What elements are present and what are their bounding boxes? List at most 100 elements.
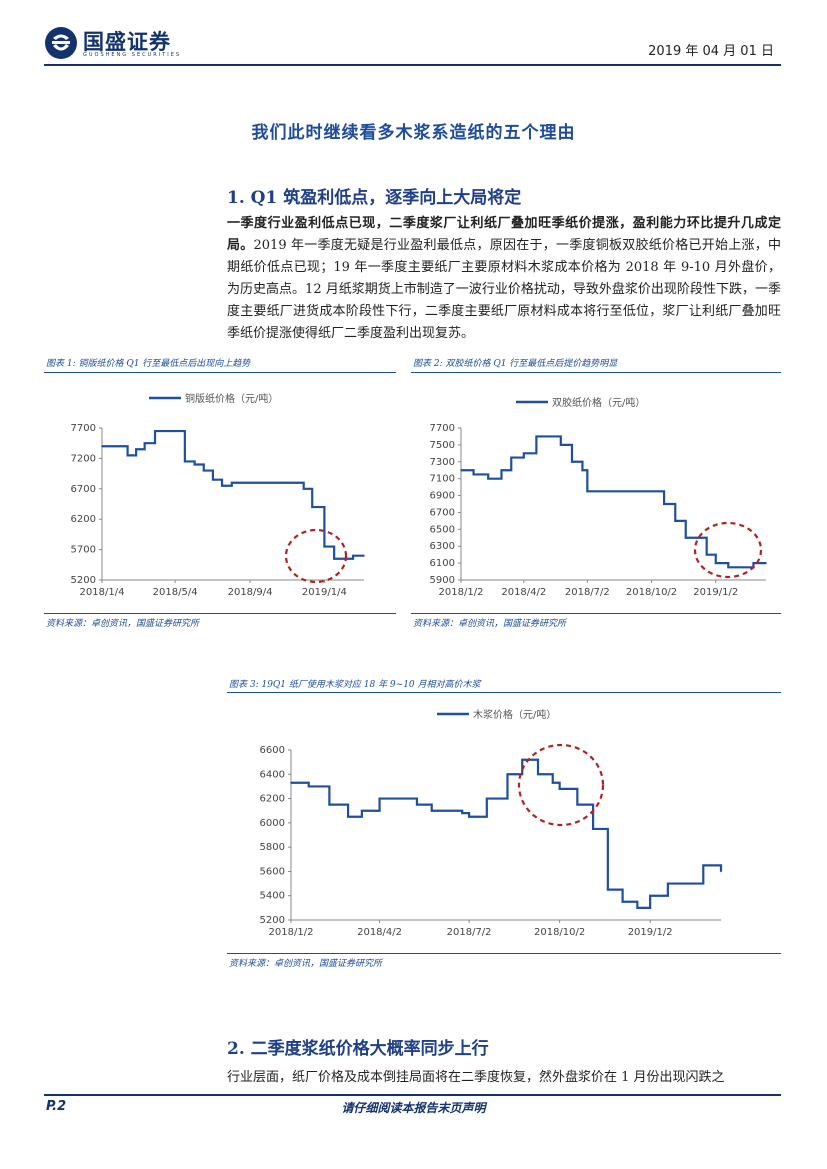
figure-3-bottom-rule xyxy=(227,953,781,954)
data-point xyxy=(687,882,690,885)
data-point xyxy=(645,490,648,493)
data-point xyxy=(193,463,196,466)
data-point xyxy=(586,490,589,493)
data-point xyxy=(347,815,349,818)
figure-2-caption: 图表 2: 双胶纸价格 Q1 行至最低点后提价趋势明显 xyxy=(413,359,618,369)
x-tick-label: 2019/1/2 xyxy=(628,927,673,938)
data-point xyxy=(307,785,310,788)
paragraph-body: 2019 年一季度无疑是行业盈利最低点，原因在于，一季度铜板双胶纸价格已开始上涨… xyxy=(227,238,781,341)
x-tick-label: 2018/5/4 xyxy=(153,587,198,598)
logo-text: 国盛证券 xyxy=(83,29,171,54)
data-point xyxy=(126,454,129,457)
section-1-paragraph: 一季度行业盈利低点已现，二季度浆厂让利纸厂叠加旺季纸价提涨，盈利能力环比提升几成… xyxy=(227,213,781,345)
chart-wood-pulp-price: 5200 5400 5600 5800 6000 6200 6400 6600 2018/1/2… xyxy=(260,708,723,938)
data-point xyxy=(624,490,626,493)
data-point xyxy=(742,566,744,569)
data-point xyxy=(202,469,205,472)
data-point xyxy=(460,469,462,472)
data-point xyxy=(361,809,363,812)
figure-2-bottom-rule xyxy=(411,613,781,614)
data-point xyxy=(290,781,292,784)
data-point xyxy=(143,442,146,444)
figure-2-top-rule xyxy=(411,372,781,373)
y-tick-label: 7300 xyxy=(430,457,455,468)
data-point xyxy=(162,430,165,432)
x-tick-label: 2018/1/4 xyxy=(80,587,125,598)
data-point xyxy=(592,828,594,830)
data-point xyxy=(221,484,223,487)
data-point xyxy=(599,490,601,493)
x-tick-label: 2018/7/2 xyxy=(565,587,610,598)
y-tick-label: 6200 xyxy=(71,514,96,525)
data-point xyxy=(333,557,335,560)
data-point xyxy=(752,562,755,564)
logo-icon xyxy=(45,27,77,59)
data-point xyxy=(571,460,573,463)
data-point xyxy=(650,490,653,493)
data-point xyxy=(576,803,579,806)
y-tick-label: 7500 xyxy=(430,440,455,451)
data-point xyxy=(684,536,687,539)
y-tick-label: 6100 xyxy=(430,558,455,569)
data-point xyxy=(486,797,488,800)
paragraph-bold-lead: 一季度行业盈利低点已现，二季度浆厂让利纸厂叠加旺季纸价提涨，盈利能力环比提升几成… xyxy=(227,216,781,253)
data-point xyxy=(487,477,490,480)
y-tick-label: 6700 xyxy=(430,507,455,518)
data-point xyxy=(328,803,331,806)
y-tick-label: 7700 xyxy=(71,423,96,434)
data-point xyxy=(277,481,279,484)
y-tick-label: 6300 xyxy=(430,541,455,552)
data-point xyxy=(472,473,475,476)
series-line xyxy=(291,758,723,909)
y-tick-label: 7100 xyxy=(430,474,455,485)
y-tick-label: 5200 xyxy=(260,915,285,926)
y-tick-label: 6000 xyxy=(260,818,285,829)
footer-disclaimer: 请仔细阅读本报告末页声明 xyxy=(341,1101,486,1115)
footer-divider xyxy=(44,1094,781,1096)
figure-3-source: 资料来源：卓创资讯，国盛证券研究所 xyxy=(229,959,383,969)
x-tick-label: 2019/1/4 xyxy=(302,587,347,598)
data-point xyxy=(537,773,539,776)
report-date: 2019 年 04 月 01 日 xyxy=(648,44,774,59)
y-tick-label: 5600 xyxy=(260,866,285,877)
data-point xyxy=(607,888,609,891)
data-point xyxy=(378,797,381,800)
data-point xyxy=(635,490,637,493)
x-tick-label: 2018/10/2 xyxy=(534,927,585,938)
data-point xyxy=(523,452,525,455)
figure-2-source: 资料来源：卓创资讯，国盛证券研究所 xyxy=(413,619,567,629)
data-point xyxy=(727,566,730,569)
data-point xyxy=(649,894,651,897)
x-tick-label: 2018/4/2 xyxy=(357,927,402,938)
y-tick-label: 5800 xyxy=(260,842,285,853)
data-point xyxy=(581,469,584,472)
data-point xyxy=(430,809,433,812)
figure-1-top-rule xyxy=(44,372,396,373)
chart-copper-paper-price: 5200 5700 6200 6700 7200 7700 2018/1/4 2018/5/4… xyxy=(71,392,365,598)
data-point xyxy=(293,481,295,484)
y-tick-label: 5900 xyxy=(430,575,455,586)
data-point xyxy=(468,815,470,818)
data-point xyxy=(249,481,251,484)
data-point xyxy=(101,445,103,448)
page-number: P.2 xyxy=(46,1099,67,1114)
data-point xyxy=(695,536,698,539)
y-tick-label: 6600 xyxy=(260,745,285,756)
y-tick-label: 5400 xyxy=(260,891,285,902)
data-point xyxy=(302,488,305,490)
data-point xyxy=(667,882,669,885)
data-point xyxy=(212,478,214,481)
y-tick-label: 6500 xyxy=(430,524,455,535)
data-point xyxy=(621,900,624,903)
series-line xyxy=(461,435,766,569)
data-point xyxy=(416,803,418,806)
data-point xyxy=(230,481,233,484)
header-divider xyxy=(44,64,781,66)
data-point xyxy=(714,562,717,564)
data-point xyxy=(352,554,354,557)
y-tick-label: 6400 xyxy=(260,769,285,780)
highlight-circle xyxy=(517,743,605,827)
y-tick-label: 5200 xyxy=(71,575,96,586)
logo-subtext: GUOSHENG SECURITIES xyxy=(83,52,182,58)
data-point xyxy=(363,554,365,557)
